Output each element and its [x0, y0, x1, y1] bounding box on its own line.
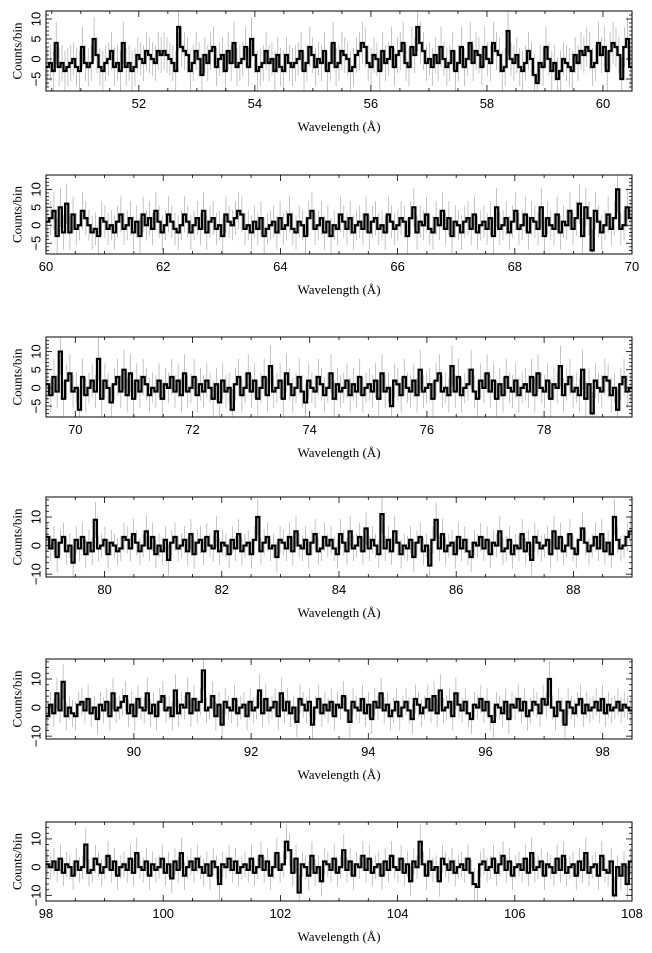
x-tick-label: 106: [504, 906, 526, 921]
y-tick-label: 0: [29, 542, 44, 549]
error-bars: [47, 11, 631, 91]
spectrum-histogram-line: [46, 350, 632, 415]
x-tick-label: 56: [364, 96, 378, 111]
error-bars: [47, 659, 631, 739]
x-tick-label: 74: [302, 422, 316, 437]
y-tick-label: 10: [29, 510, 44, 524]
x-tick-label: 78: [537, 422, 551, 437]
x-tick-label: 54: [248, 96, 262, 111]
panel-1: 52 54 56 58 60 10 5 0 −5 Wavelength (Å) Counts/bin: [10, 10, 633, 134]
x-tick-label: 98: [595, 744, 609, 759]
y-axis-label: Counts/bin: [10, 508, 25, 566]
x-tick-label: 60: [596, 96, 610, 111]
y-tick-label: 10: [29, 832, 44, 846]
data-area: [46, 11, 632, 91]
x-tick-label: 98: [39, 906, 53, 921]
y-axis-label: Counts/bin: [10, 670, 25, 728]
x-axis: 70 72 74 76 78: [45, 337, 633, 437]
x-axis-label: Wavelength (Å): [297, 119, 380, 134]
spectrum-histogram-line: [46, 513, 632, 567]
x-axis: 98 100 102 104 106 108: [39, 822, 643, 921]
x-tick-label: 88: [566, 582, 580, 597]
spectrum-histogram-line: [46, 25, 632, 85]
data-area: [46, 175, 632, 254]
y-axis: 10 0 −10: [29, 821, 632, 906]
x-axis-label: Wavelength (Å): [297, 929, 380, 944]
data-area: [46, 824, 632, 901]
y-axis-label: Counts/bin: [10, 832, 25, 890]
y-axis: 10 0 −10: [29, 499, 632, 585]
y-tick-label: 0: [29, 864, 44, 871]
y-tick-label: 10: [29, 344, 44, 358]
y-axis-label: Counts/bin: [10, 22, 25, 80]
panel-4: 80 82 84 86 88 10 0 −10 Wavelength (Å) Counts/bin: [10, 496, 633, 620]
x-tick-label: 52: [132, 96, 146, 111]
y-tick-label: 10: [29, 12, 44, 26]
x-tick-label: 90: [127, 744, 141, 759]
x-tick-label: 100: [152, 906, 174, 921]
x-tick-label: 84: [332, 582, 346, 597]
y-axis-label: Counts/bin: [10, 348, 25, 406]
x-axis-label: Wavelength (Å): [297, 445, 380, 460]
spectrum-histogram-line: [46, 840, 632, 897]
data-area: [46, 497, 632, 577]
spectrum-histogram-line: [46, 669, 632, 726]
data-area: [46, 337, 632, 417]
y-axis: 10 5 0 −5: [29, 10, 632, 92]
x-axis-label: Wavelength (Å): [297, 605, 380, 620]
y-tick-label: 0: [29, 222, 44, 229]
panel-3: 70 72 74 76 78 10 5 0 −5 Wavelength (Å) Counts/bin: [10, 336, 633, 460]
x-axis: 60 62 64 66 68 70: [39, 175, 639, 274]
y-tick-label: −5: [29, 399, 44, 414]
x-tick-label: 76: [420, 422, 434, 437]
y-tick-label: −10: [29, 563, 44, 585]
x-tick-label: 72: [185, 422, 199, 437]
x-tick-label: 80: [97, 582, 111, 597]
y-tick-label: 0: [29, 704, 44, 711]
x-axis-label: Wavelength (Å): [297, 282, 380, 297]
x-tick-label: 70: [68, 422, 82, 437]
data-area: [46, 659, 632, 739]
y-tick-label: −10: [29, 884, 44, 906]
y-tick-label: 5: [29, 204, 44, 211]
x-tick-label: 94: [361, 744, 375, 759]
y-tick-label: 5: [29, 35, 44, 42]
x-axis: 90 92 94 96 98: [45, 659, 633, 759]
y-axis-label: Counts/bin: [10, 185, 25, 243]
x-axis: 52 54 56 58 60: [51, 11, 633, 111]
x-tick-label: 102: [270, 906, 292, 921]
x-tick-label: 108: [621, 906, 643, 921]
x-tick-label: 92: [244, 744, 258, 759]
y-tick-label: −5: [29, 72, 44, 87]
x-tick-label: 96: [478, 744, 492, 759]
x-tick-label: 58: [480, 96, 494, 111]
x-tick-label: 60: [39, 259, 53, 274]
y-tick-label: 10: [29, 182, 44, 196]
y-tick-label: 0: [29, 55, 44, 62]
y-tick-label: 0: [29, 384, 44, 391]
y-tick-label: −5: [29, 236, 44, 251]
x-tick-label: 104: [387, 906, 409, 921]
y-axis: 10 5 0 −5: [29, 174, 632, 255]
x-tick-label: 86: [449, 582, 463, 597]
x-tick-label: 62: [156, 259, 170, 274]
y-tick-label: −10: [29, 725, 44, 747]
x-tick-label: 68: [508, 259, 522, 274]
x-axis-label: Wavelength (Å): [297, 767, 380, 782]
y-axis: 10 0 −10: [29, 661, 632, 747]
x-tick-label: 66: [390, 259, 404, 274]
x-tick-label: 64: [273, 259, 287, 274]
panel-2: 60 62 64 66 68 70 10 5 0 −5 Wavelength (Å) Counts/b…: [10, 174, 639, 297]
y-tick-label: 5: [29, 366, 44, 373]
x-axis: 80 82 84 86 88: [45, 497, 633, 597]
y-tick-label: 10: [29, 672, 44, 686]
y-axis: 10 5 0 −5: [29, 336, 632, 418]
x-tick-label: 82: [215, 582, 229, 597]
x-tick-label: 70: [625, 259, 639, 274]
spectrum-histogram-line: [46, 188, 632, 252]
